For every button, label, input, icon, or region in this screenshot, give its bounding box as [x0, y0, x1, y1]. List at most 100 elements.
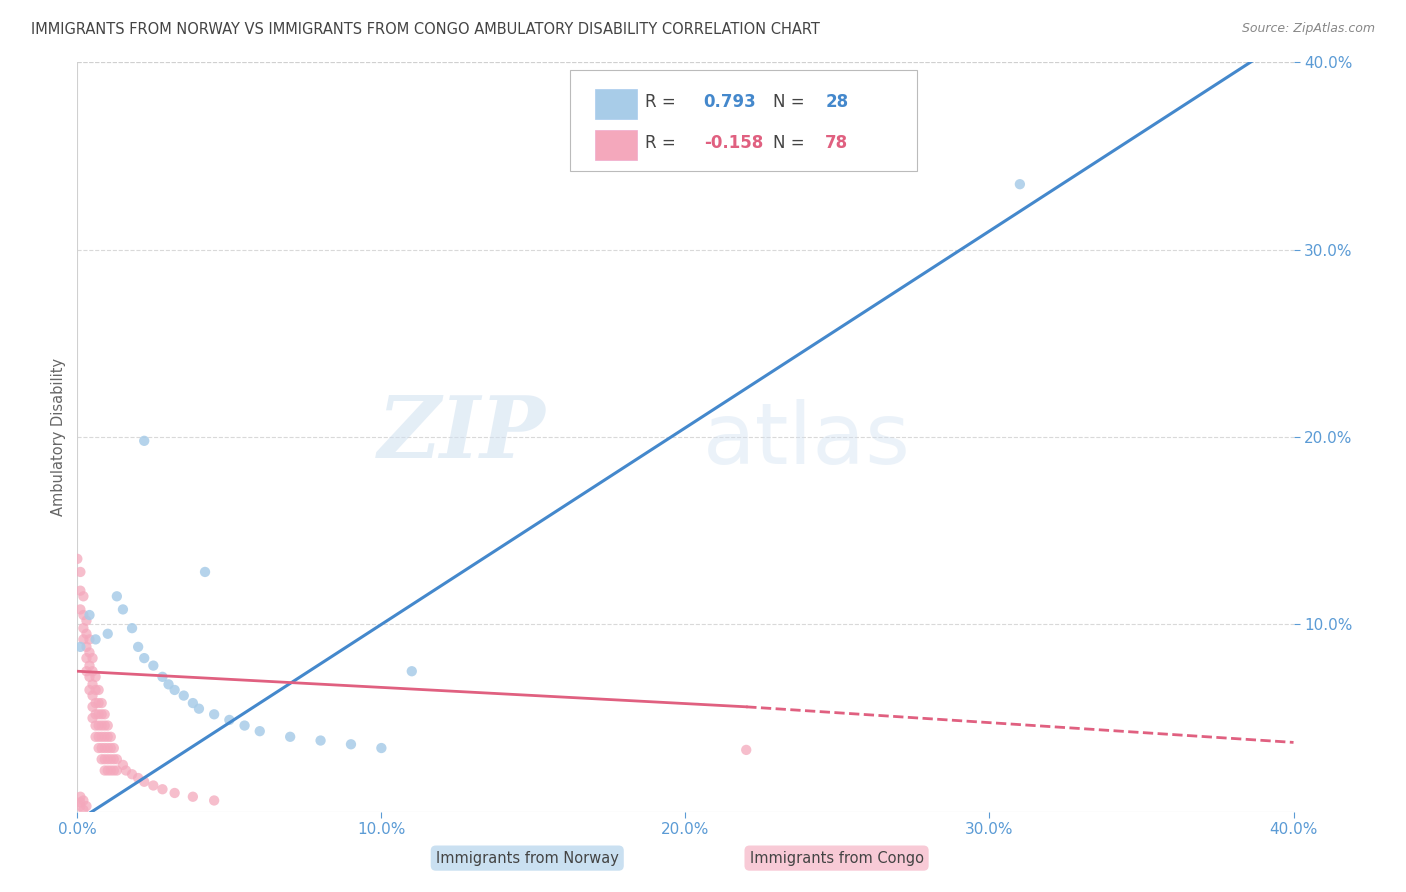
Point: [69, 565, 91, 579]
Point: [72, 803, 94, 817]
Text: N =: N =: [773, 135, 804, 153]
Point: [97, 764, 120, 778]
Point: [233, 718, 256, 732]
Point: [127, 640, 149, 654]
Point: [93, 764, 115, 778]
Point: [93, 730, 115, 744]
Point: [82, 677, 104, 691]
Point: [97, 730, 120, 744]
Text: Immigrants from Norway: Immigrants from Norway: [436, 851, 619, 865]
Text: ZIP: ZIP: [378, 392, 546, 475]
Point: [93, 707, 115, 722]
Point: [72, 632, 94, 647]
Point: [97, 718, 120, 732]
Text: Immigrants from Congo: Immigrants from Congo: [749, 851, 924, 865]
Point: [134, 434, 156, 448]
Point: [69, 796, 91, 810]
Text: N =: N =: [773, 93, 804, 111]
Point: [75, 651, 97, 665]
Point: [93, 752, 115, 766]
Point: [103, 741, 125, 756]
Point: [735, 743, 758, 757]
Point: [202, 707, 225, 722]
Point: [142, 658, 165, 673]
Point: [84, 632, 107, 647]
Text: IMMIGRANTS FROM NORWAY VS IMMIGRANTS FROM CONGO AMBULATORY DISABILITY CORRELATIO: IMMIGRANTS FROM NORWAY VS IMMIGRANTS FRO…: [31, 22, 820, 37]
Point: [1008, 177, 1031, 191]
Point: [340, 737, 363, 751]
Point: [84, 730, 107, 744]
Point: [90, 730, 112, 744]
Point: [90, 707, 112, 722]
Point: [134, 651, 156, 665]
Point: [163, 786, 186, 800]
Point: [90, 718, 112, 732]
Point: [79, 658, 101, 673]
Point: [82, 664, 104, 679]
Point: [163, 683, 186, 698]
Point: [84, 683, 107, 698]
Point: [309, 733, 332, 747]
Point: [82, 689, 104, 703]
Point: [103, 764, 125, 778]
Point: [69, 602, 91, 616]
FancyBboxPatch shape: [595, 88, 637, 119]
Point: [181, 789, 204, 804]
Point: [121, 767, 143, 781]
Point: [79, 632, 101, 647]
Text: R =: R =: [645, 93, 676, 111]
Point: [142, 779, 165, 793]
Y-axis label: Ambulatory Disability: Ambulatory Disability: [51, 358, 66, 516]
Point: [75, 626, 97, 640]
Text: atlas: atlas: [703, 400, 911, 483]
Point: [100, 764, 122, 778]
Point: [115, 764, 138, 778]
Point: [181, 696, 204, 710]
Text: -0.158: -0.158: [703, 135, 763, 153]
Point: [75, 664, 97, 679]
Point: [75, 614, 97, 628]
Point: [82, 699, 104, 714]
Text: 0.793: 0.793: [703, 93, 756, 111]
Point: [157, 677, 180, 691]
Point: [72, 793, 94, 807]
Point: [152, 782, 174, 797]
Point: [75, 799, 97, 814]
Point: [84, 707, 107, 722]
Text: 78: 78: [825, 135, 848, 153]
Point: [370, 741, 392, 756]
Point: [100, 730, 122, 744]
Point: [69, 640, 91, 654]
Point: [87, 696, 110, 710]
Point: [87, 718, 110, 732]
Point: [134, 774, 156, 789]
Point: [97, 752, 120, 766]
Point: [79, 683, 101, 698]
Point: [75, 640, 97, 654]
FancyBboxPatch shape: [569, 70, 917, 171]
Point: [90, 696, 112, 710]
Point: [97, 626, 120, 640]
Point: [87, 707, 110, 722]
Point: [194, 565, 217, 579]
Point: [72, 590, 94, 604]
Point: [105, 764, 128, 778]
Point: [249, 724, 271, 739]
Point: [72, 621, 94, 635]
Point: [84, 696, 107, 710]
Point: [100, 752, 122, 766]
Point: [111, 758, 134, 772]
Point: [218, 713, 240, 727]
Point: [97, 741, 120, 756]
Point: [66, 551, 89, 566]
Text: Source: ZipAtlas.com: Source: ZipAtlas.com: [1241, 22, 1375, 36]
Point: [105, 590, 128, 604]
Point: [90, 752, 112, 766]
Point: [69, 799, 91, 814]
Text: R =: R =: [645, 135, 676, 153]
Point: [87, 683, 110, 698]
Point: [79, 608, 101, 623]
Point: [93, 718, 115, 732]
Point: [82, 651, 104, 665]
Point: [202, 793, 225, 807]
